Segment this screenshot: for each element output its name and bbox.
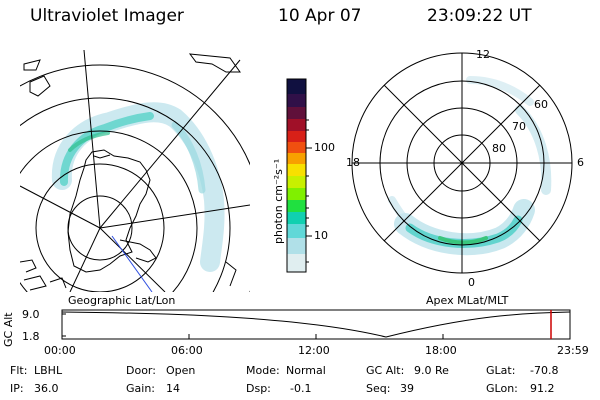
- seq-value: 39: [400, 382, 414, 395]
- timeline-ytick-low: 1.8: [22, 330, 40, 343]
- ip-value: 36.0: [34, 382, 59, 395]
- gain-value: 14: [166, 382, 180, 395]
- auroral-emission-right: [388, 76, 552, 256]
- door-label: Door:: [126, 364, 156, 377]
- filter-label: Flt:: [10, 364, 28, 377]
- colorbar: [286, 78, 312, 273]
- mlat-label-70: 70: [512, 120, 526, 133]
- glat-value: -70.8: [530, 364, 559, 377]
- timeline-xtick-2359: 23:59: [557, 344, 589, 357]
- mlat-label-80: 80: [492, 142, 506, 155]
- coastline: [20, 53, 241, 291]
- gc-alt-value: 9.0 Re: [414, 364, 449, 377]
- observation-time: 23:09:22 UT: [427, 6, 532, 26]
- magnetic-map: [351, 52, 573, 274]
- longitude-lines: [20, 50, 250, 292]
- ip-label: IP:: [10, 382, 24, 395]
- mlt-label-0: 0: [468, 276, 475, 289]
- left-map-caption: Geographic Lat/Lon: [68, 294, 176, 307]
- glon-label: GLon:: [486, 382, 518, 395]
- timeline-xtick-1200: 12:00: [298, 344, 330, 357]
- glon-value: 91.2: [530, 382, 555, 395]
- colorbar-tick-100: 100: [314, 141, 335, 154]
- mode-value: Normal: [286, 364, 326, 377]
- mode-label: Mode:: [246, 364, 280, 377]
- timeline-axis-label: GC Alt: [2, 312, 15, 347]
- dsp-label: Dsp:: [246, 382, 271, 395]
- timeline-plot: [61, 309, 571, 340]
- seq-label: Seq:: [366, 382, 391, 395]
- filter-value: LBHL: [34, 364, 63, 377]
- timeline-ytick-high: 9.0: [22, 308, 40, 321]
- right-map-caption: Apex MLat/MLT: [426, 294, 509, 307]
- observation-date: 10 Apr 07: [278, 6, 362, 26]
- gain-label: Gain:: [126, 382, 155, 395]
- gc-alt-label: GC Alt:: [366, 364, 405, 377]
- colorbar-unit-label: photon cm⁻²s⁻¹: [272, 158, 285, 244]
- dsp-value: -0.1: [290, 382, 312, 395]
- timeline-xtick-1800: 18:00: [425, 344, 457, 357]
- timeline-xtick-0600: 06:00: [171, 344, 203, 357]
- instrument-title: Ultraviolet Imager: [30, 6, 184, 26]
- glat-label: GLat:: [486, 364, 516, 377]
- timeline-xtick-0000: 00:00: [44, 344, 76, 357]
- mlt-label-12: 12: [476, 48, 490, 61]
- mlat-label-60: 60: [534, 98, 548, 111]
- mlt-label-18: 18: [346, 156, 360, 169]
- door-value: Open: [166, 364, 196, 377]
- ground-track: [111, 235, 153, 292]
- geographic-map: [20, 50, 250, 292]
- auroral-emission-left: [51, 102, 225, 272]
- latitude-circles: [20, 64, 250, 292]
- colorbar-tick-10: 10: [314, 229, 328, 242]
- mlt-label-6: 6: [577, 156, 584, 169]
